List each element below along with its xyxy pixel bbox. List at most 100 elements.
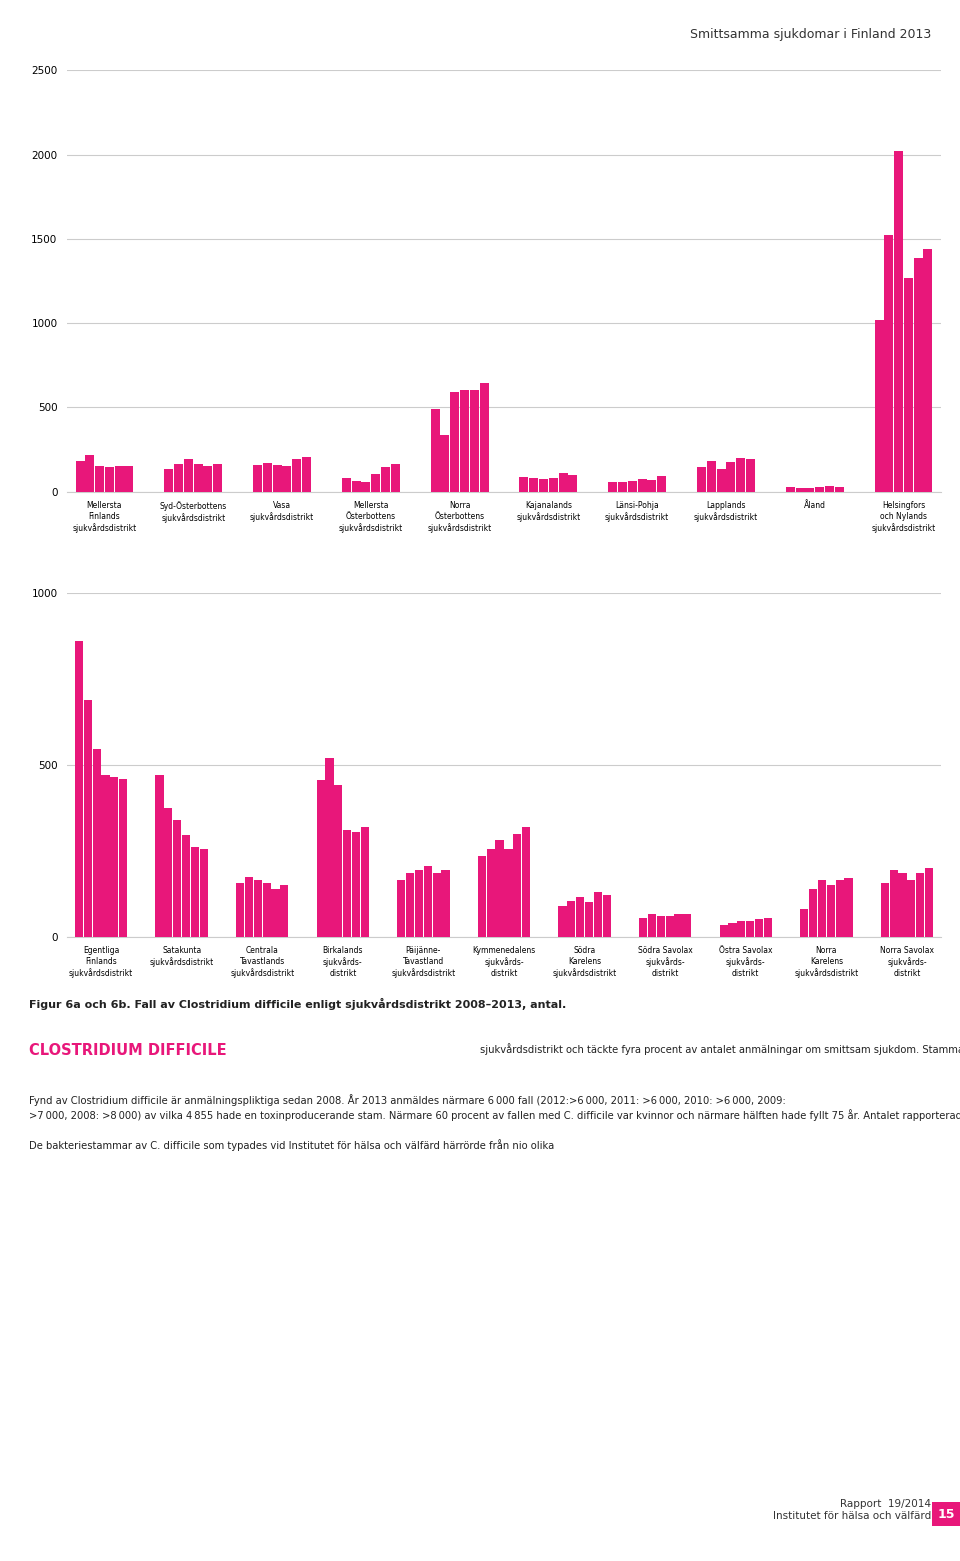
Bar (746, 921, 755, 937)
Bar (559, 473, 567, 492)
Bar (272, 888, 279, 937)
Bar (342, 478, 351, 492)
Bar (119, 779, 128, 937)
Bar (84, 699, 92, 937)
Bar (603, 896, 611, 937)
Bar (200, 849, 208, 937)
Bar (755, 919, 763, 937)
Bar (263, 464, 272, 492)
Bar (450, 392, 459, 492)
Bar (914, 258, 923, 492)
Bar (815, 487, 824, 492)
Bar (156, 776, 163, 937)
Bar (361, 827, 369, 937)
Bar (657, 476, 666, 492)
Bar (568, 475, 577, 492)
Bar (125, 465, 133, 492)
Bar (585, 902, 593, 937)
Text: sjukvårdsdistrikt och täckte fyra procent av antalet anmälningar om smittsam sju: sjukvårdsdistrikt och täckte fyra procen… (480, 1043, 960, 1055)
Bar (442, 869, 449, 937)
Bar (549, 478, 558, 492)
Bar (825, 485, 834, 492)
Bar (351, 481, 361, 492)
Bar (907, 880, 916, 937)
Bar (899, 873, 906, 937)
Bar (75, 642, 83, 937)
Bar (102, 776, 109, 937)
Bar (639, 918, 647, 937)
Text: Smittsamma sjukdomar i Finland 2013: Smittsamma sjukdomar i Finland 2013 (690, 28, 931, 41)
Bar (834, 487, 844, 492)
Bar (675, 915, 683, 937)
Bar (480, 382, 489, 492)
Bar (343, 830, 351, 937)
Bar (372, 475, 380, 492)
Bar (174, 464, 183, 492)
Bar (397, 880, 405, 937)
Bar (924, 248, 932, 492)
Bar (648, 915, 656, 937)
Text: Figur 6a och 6b. Fall av Clostridium difficile enligt sjukvårdsdistrikt 2008–201: Figur 6a och 6b. Fall av Clostridium dif… (29, 997, 566, 1010)
Text: CLOSTRIDIUM DIFFICILE: CLOSTRIDIUM DIFFICILE (29, 1043, 227, 1058)
Bar (894, 151, 903, 492)
Bar (253, 465, 262, 492)
Bar (362, 482, 371, 492)
Bar (110, 777, 118, 937)
Bar (559, 905, 566, 937)
Bar (916, 873, 924, 937)
Bar (273, 465, 281, 492)
Bar (280, 885, 288, 937)
Bar (433, 873, 441, 937)
Bar (292, 459, 301, 492)
Bar (764, 918, 772, 937)
Bar (786, 487, 795, 492)
Bar (647, 479, 657, 492)
Bar (697, 467, 706, 492)
Bar (684, 915, 691, 937)
Bar (191, 848, 199, 937)
Bar (182, 835, 190, 937)
Bar (594, 891, 602, 937)
Bar (334, 785, 343, 937)
Bar (618, 482, 627, 492)
Bar (514, 834, 521, 937)
Bar (92, 749, 101, 937)
Bar (925, 868, 933, 937)
Bar (796, 487, 804, 492)
Bar (880, 884, 889, 937)
Bar (875, 320, 883, 492)
Text: Rapport  19/2014
Institutet för hälsa och välfärd: Rapport 19/2014 Institutet för hälsa och… (773, 1500, 931, 1520)
Bar (478, 855, 486, 937)
Bar (628, 481, 636, 492)
Bar (609, 482, 617, 492)
Bar (637, 479, 646, 492)
Bar (809, 888, 817, 937)
Bar (890, 869, 898, 937)
Bar (727, 462, 735, 492)
Bar (522, 827, 530, 937)
Bar (845, 879, 852, 937)
Bar (245, 877, 253, 937)
Bar (835, 880, 844, 937)
Bar (381, 467, 390, 492)
Bar (800, 909, 808, 937)
Bar (302, 457, 311, 492)
Bar (495, 840, 504, 937)
Bar (746, 459, 755, 492)
Text: 15: 15 (938, 1508, 955, 1520)
Bar (317, 780, 324, 937)
Bar (415, 869, 423, 937)
Bar (282, 465, 292, 492)
Bar (253, 880, 262, 937)
Bar (391, 464, 399, 492)
Text: Fynd av Clostridium difficile är anmälningspliktiga sedan 2008. År 2013 anmäldes: Fynd av Clostridium difficile är anmälni… (29, 1094, 960, 1150)
Bar (529, 478, 539, 492)
Bar (164, 809, 173, 937)
Bar (707, 460, 716, 492)
Bar (657, 916, 665, 937)
Bar (184, 459, 193, 492)
Bar (736, 457, 745, 492)
Bar (884, 236, 894, 492)
Bar (325, 759, 333, 937)
Bar (352, 832, 360, 937)
